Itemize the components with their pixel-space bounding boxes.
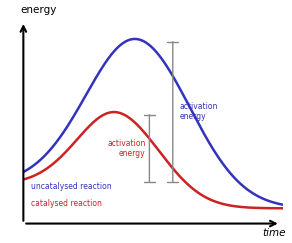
Text: catalysed reaction: catalysed reaction (31, 199, 102, 208)
Text: activation
energy: activation energy (179, 102, 218, 122)
Text: time: time (262, 228, 286, 238)
Text: activation
energy: activation energy (107, 139, 145, 158)
Text: energy: energy (21, 5, 57, 15)
Text: uncatalysed reaction: uncatalysed reaction (31, 182, 112, 191)
